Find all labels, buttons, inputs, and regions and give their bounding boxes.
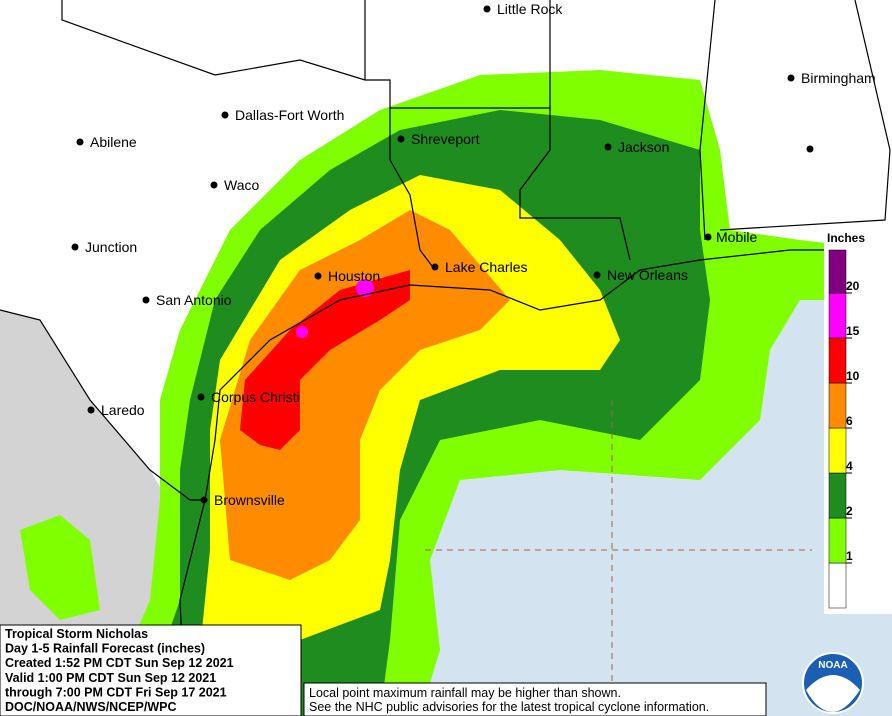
city: Laredo	[87, 402, 145, 418]
legend-swatch	[828, 292, 847, 339]
city-label: Shreveport	[411, 131, 480, 147]
city: Brownsville	[200, 492, 285, 508]
city: Houston	[314, 268, 380, 284]
city-label: Corpus Christi	[211, 389, 300, 405]
rain-15in	[296, 326, 308, 338]
city: Waco	[210, 177, 259, 193]
note-line: Local point maximum rainfall may be high…	[309, 686, 621, 700]
city-dot	[806, 145, 814, 153]
info-line: Tropical Storm Nicholas	[5, 627, 148, 641]
legend-tick-label: 1	[846, 549, 853, 563]
rain-1in	[20, 515, 100, 620]
legend: Inches 1 2 4 6 10 15 20	[824, 228, 892, 614]
legend-tick-label: 20	[846, 279, 860, 293]
city-label: Waco	[224, 177, 259, 193]
city: Birmingham	[787, 70, 876, 86]
city-label: Houston	[328, 268, 380, 284]
city-label: Jackson	[618, 139, 669, 155]
mexico	[0, 310, 180, 716]
info-line: DOC/NOAA/NWS/NCEP/WPC	[5, 700, 177, 714]
city-label: San Antonio	[156, 292, 232, 308]
city: New Orleans	[593, 267, 688, 283]
logo-label: NOAA	[818, 660, 847, 671]
city-label: Junction	[85, 239, 137, 255]
city-label: Mobile	[716, 229, 757, 245]
city: Abilene	[76, 134, 137, 150]
note-panel	[303, 682, 767, 716]
city: Jackson	[604, 139, 669, 155]
city: Shreveport	[397, 131, 480, 147]
legend-swatch	[828, 562, 847, 609]
city-label: Laredo	[101, 402, 145, 418]
legend-tick-label: 10	[846, 369, 860, 383]
note-box: Local point maximum rainfall may be high…	[303, 682, 767, 716]
city-label: New Orleans	[607, 267, 688, 283]
rain-6in	[220, 210, 510, 580]
legend-title: Inches	[827, 231, 865, 245]
city: Mobile	[704, 229, 757, 245]
city: Junction	[71, 239, 137, 255]
legend-swatch	[828, 249, 847, 294]
legend-swatch	[828, 472, 847, 519]
info-line: Valid 1:00 PM CDT Sun Sep 12 2021	[5, 671, 216, 685]
noaa-logo: NOAA	[802, 652, 864, 714]
legend-tick-label: 4	[846, 459, 853, 473]
city-label: Birmingham	[801, 70, 876, 86]
legend-tick-label: 15	[846, 324, 860, 338]
info-panel	[0, 624, 302, 716]
city-label: Abilene	[90, 134, 137, 150]
legend-swatch	[828, 337, 847, 384]
city-label: Little Rock	[497, 1, 563, 17]
city: Dallas-Fort Worth	[221, 107, 344, 123]
city-label: Dallas-Fort Worth	[235, 107, 344, 123]
legend-swatch	[828, 382, 847, 429]
legend-tick-label: 2	[846, 504, 853, 518]
info-line: Day 1-5 Rainfall Forecast (inches)	[5, 642, 205, 656]
legend-tick-label: 6	[846, 414, 853, 428]
cities: Little Rock Birmingham Dallas-Fort Worth…	[71, 1, 876, 508]
rain-15in	[356, 279, 374, 297]
city: Little Rock	[483, 1, 563, 17]
city: Lake Charles	[431, 259, 528, 275]
city: Corpus Christi	[197, 389, 300, 405]
city: San Antonio	[142, 292, 232, 308]
city-label: Brownsville	[214, 492, 285, 508]
legend-swatch	[828, 517, 847, 564]
note-line: See the NHC public advisories for the la…	[309, 700, 709, 714]
rain-10in	[240, 270, 410, 450]
zone-lines	[425, 400, 812, 716]
info-line: through 7:00 PM CDT Fri Sep 17 2021	[5, 685, 227, 699]
city-label: Lake Charles	[445, 259, 528, 275]
info-line: Created 1:52 PM CDT Sun Sep 12 2021	[5, 656, 234, 670]
logo-wave	[806, 675, 860, 712]
legend-swatch	[828, 427, 847, 474]
